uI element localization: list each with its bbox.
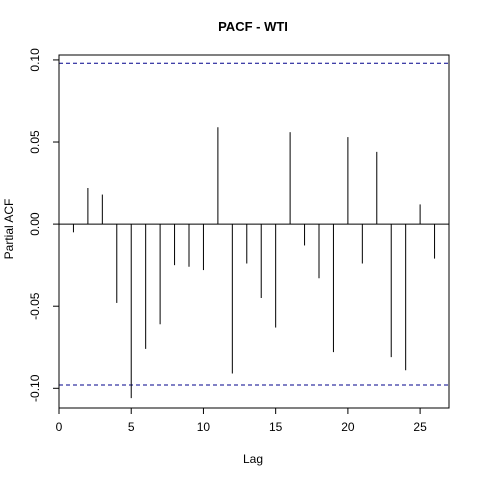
x-tick-label: 25: [413, 420, 427, 434]
y-axis: -0.10 -0.05 0.00 0.05 0.10: [28, 48, 59, 402]
y-tick-label: -0.10: [28, 374, 42, 402]
x-axis: 0 5 10 15 20 25: [56, 408, 427, 434]
chart-title: PACF - WTI: [218, 19, 288, 34]
x-tick-label: 20: [341, 420, 355, 434]
y-tick-label: 0.00: [28, 212, 42, 236]
y-axis-label: Partial ACF: [2, 199, 16, 260]
y-tick-label: 0.05: [28, 130, 42, 154]
x-tick-label: 0: [56, 420, 63, 434]
x-axis-label: Lag: [243, 452, 263, 466]
x-tick-label: 10: [197, 420, 211, 434]
plot-frame: [59, 55, 449, 408]
y-tick-label: -0.05: [28, 292, 42, 320]
y-tick-label: 0.10: [28, 48, 42, 72]
x-tick-label: 15: [269, 420, 283, 434]
pacf-bars: [73, 127, 434, 398]
x-tick-label: 5: [128, 420, 135, 434]
